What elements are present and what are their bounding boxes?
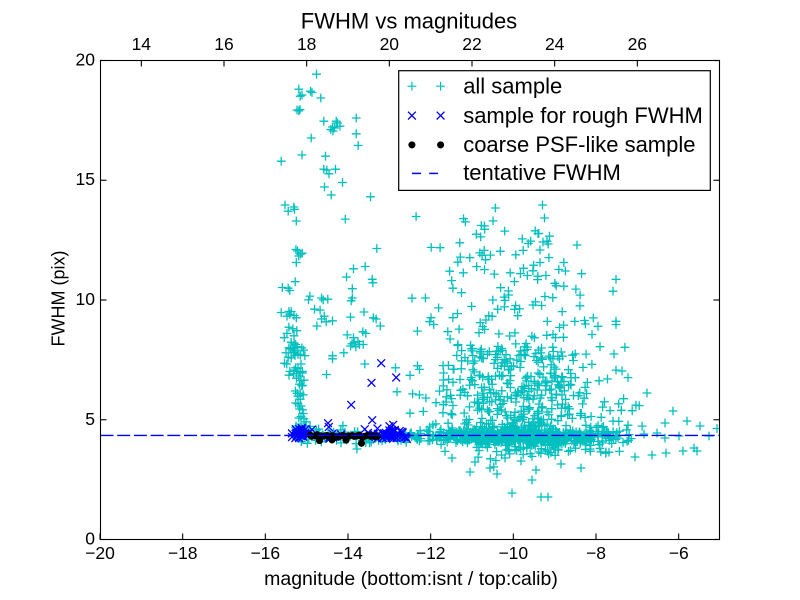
svg-text:24: 24 <box>545 34 565 54</box>
svg-text:FWHM (pix): FWHM (pix) <box>49 251 69 347</box>
svg-text:5: 5 <box>85 409 95 429</box>
svg-text:−16: −16 <box>250 543 280 563</box>
svg-text:−6: −6 <box>669 543 689 563</box>
svg-text:−20: −20 <box>85 543 115 563</box>
svg-text:−10: −10 <box>498 543 528 563</box>
svg-text:−14: −14 <box>333 543 363 563</box>
svg-text:−18: −18 <box>168 543 198 563</box>
svg-text:magnitude (bottom:isnt / top:c: magnitude (bottom:isnt / top:calib) <box>264 568 558 590</box>
svg-text:15: 15 <box>76 169 95 189</box>
svg-text:tentative FWHM: tentative FWHM <box>463 160 621 185</box>
svg-text:−12: −12 <box>416 543 446 563</box>
svg-text:26: 26 <box>628 34 647 54</box>
svg-text:14: 14 <box>132 34 152 54</box>
svg-text:10: 10 <box>76 289 96 309</box>
svg-text:−8: −8 <box>586 543 606 563</box>
svg-text:sample for rough FWHM: sample for rough FWHM <box>463 103 703 128</box>
svg-text:18: 18 <box>297 34 316 54</box>
svg-text:20: 20 <box>76 50 96 70</box>
svg-text:20: 20 <box>380 34 400 54</box>
svg-text:coarse PSF-like sample: coarse PSF-like sample <box>463 132 695 157</box>
svg-text:16: 16 <box>214 34 233 54</box>
svg-text:FWHM vs magnitudes: FWHM vs magnitudes <box>301 8 517 33</box>
svg-text:22: 22 <box>462 34 481 54</box>
svg-text:0: 0 <box>85 529 95 549</box>
svg-text:all sample: all sample <box>463 74 562 99</box>
